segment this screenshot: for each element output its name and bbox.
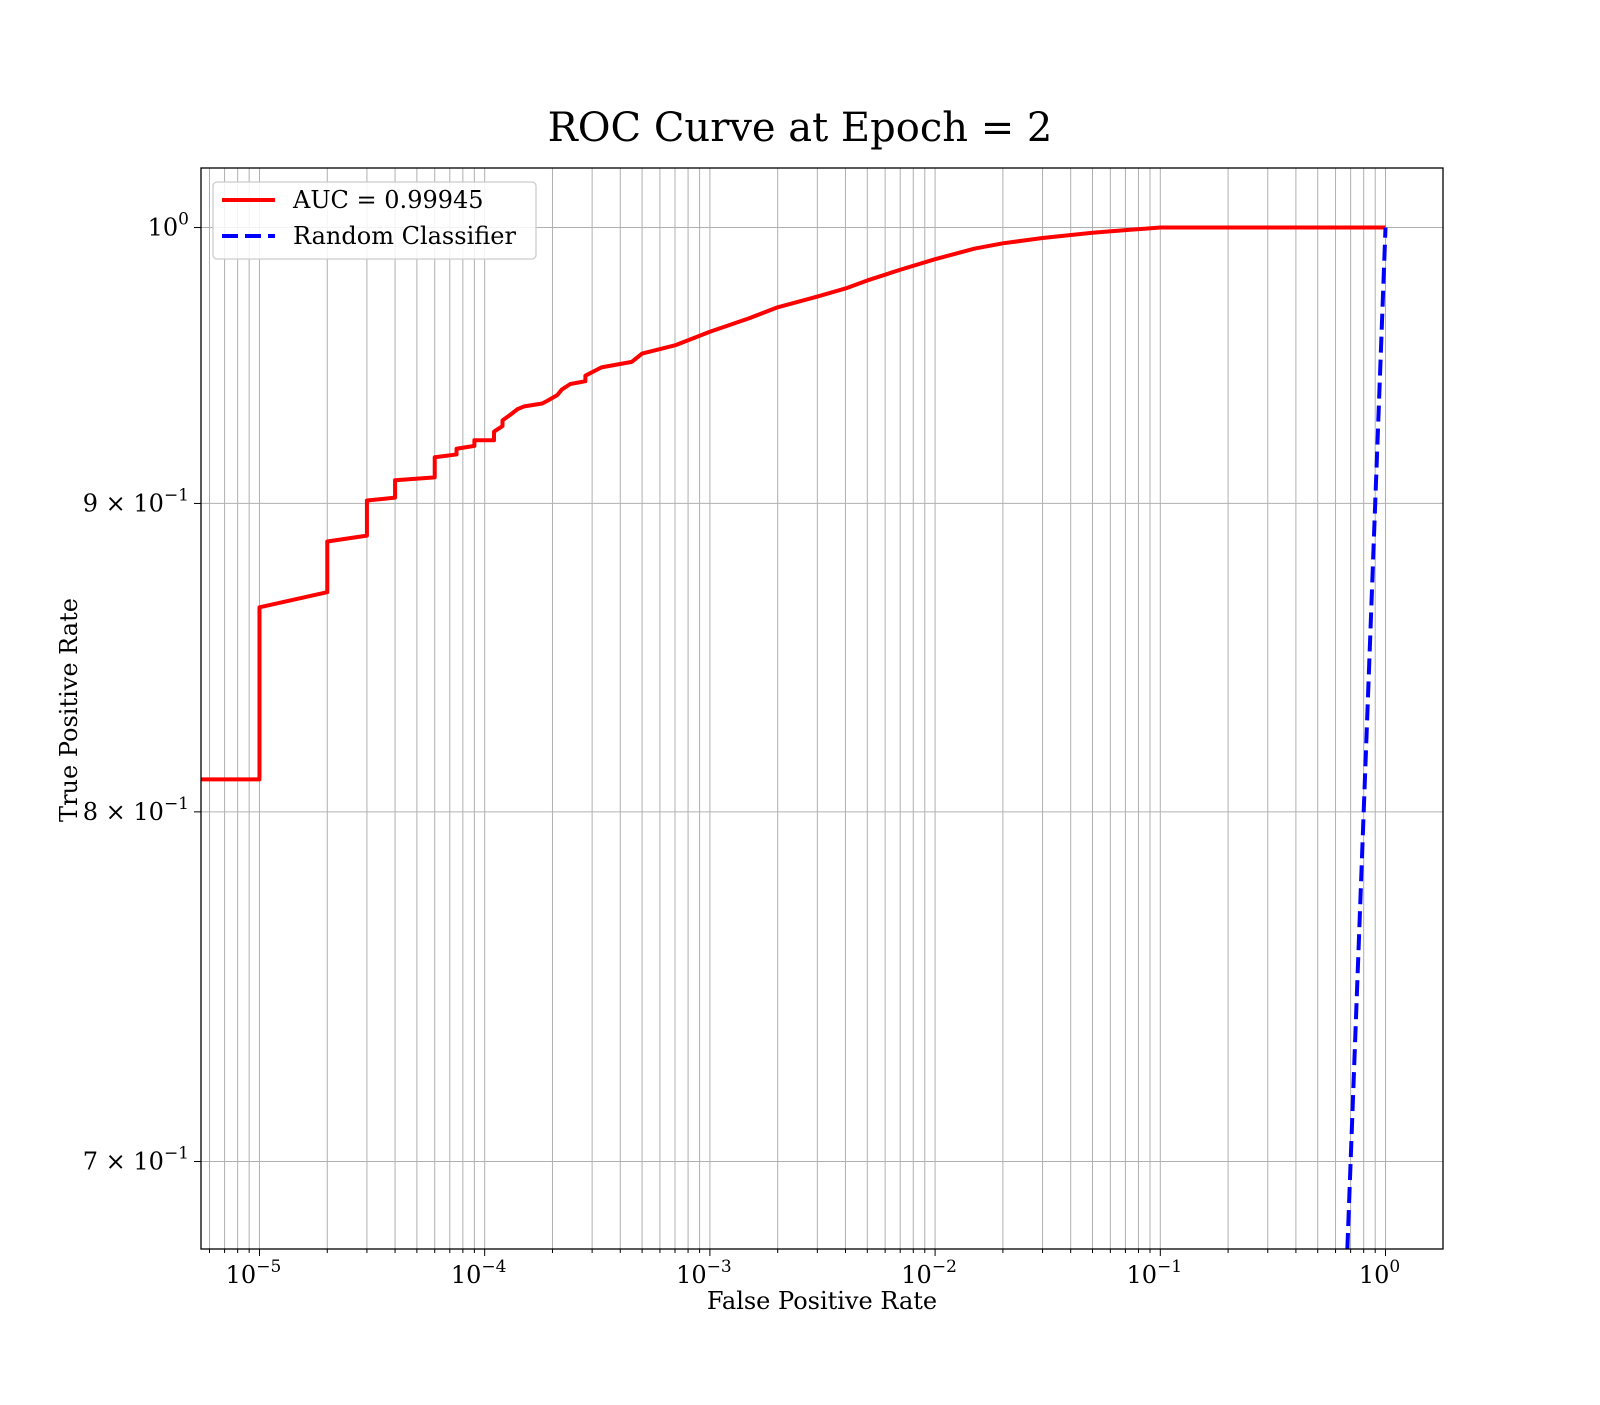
legend: AUC = 0.99945 Random Classifier <box>212 181 537 260</box>
x-tick-label: 10−3 <box>676 1257 732 1289</box>
y-tick-labels: 100 9 × 10−1 8 × 10−1 7 × 10−1 <box>83 210 189 1176</box>
y-axis-label: True Positive Rate <box>55 598 83 822</box>
series-layer <box>201 225 1388 1249</box>
y-tick-label: 9 × 10−1 <box>83 485 189 517</box>
x-tick-label: 10−2 <box>901 1257 957 1289</box>
roc-curve-line <box>201 225 1386 782</box>
chart-title: ROC Curve at Epoch = 2 <box>548 105 1053 151</box>
x-tick-label: 10−4 <box>451 1257 507 1289</box>
legend-label-auc: AUC = 0.99945 <box>292 186 484 214</box>
legend-label-random: Random Classifier <box>293 222 516 250</box>
random-classifier-line <box>1345 227 1388 1249</box>
y-tick-label: 7 × 10−1 <box>83 1144 189 1176</box>
tick-marks <box>194 227 1387 1256</box>
plot-frame <box>200 167 1444 1250</box>
x-axis-label: False Positive Rate <box>707 1287 937 1315</box>
y-tick-label: 8 × 10−1 <box>83 794 189 826</box>
x-tick-labels: 10−5 10−4 10−3 10−2 10−1 100 <box>226 1257 1401 1289</box>
legend-box <box>212 181 537 260</box>
x-tick-label: 100 <box>1359 1257 1400 1289</box>
x-tick-label: 10−1 <box>1126 1257 1182 1289</box>
y-tick-label: 100 <box>148 210 189 242</box>
grid-lines <box>201 168 1443 1249</box>
x-tick-label: 10−5 <box>226 1257 282 1289</box>
